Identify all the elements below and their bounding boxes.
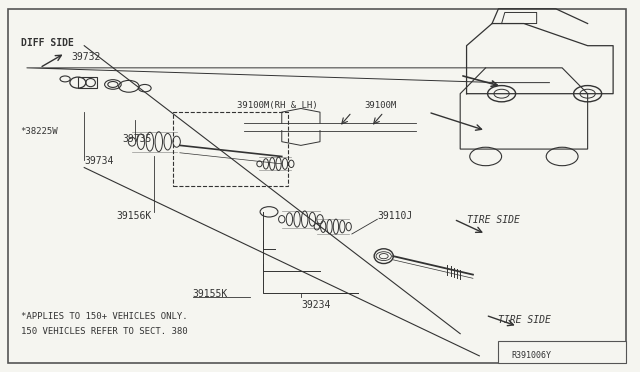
- Text: 39155K: 39155K: [193, 289, 228, 299]
- Bar: [499, 341, 626, 363]
- Bar: [173, 112, 288, 186]
- Text: 39110J: 39110J: [378, 211, 413, 221]
- Text: TIRE SIDE: TIRE SIDE: [467, 215, 520, 225]
- Text: 39732: 39732: [72, 52, 101, 62]
- Text: *APPLIES TO 150+ VEHICLES ONLY.: *APPLIES TO 150+ VEHICLES ONLY.: [20, 312, 187, 321]
- Text: 39234: 39234: [301, 300, 330, 310]
- Text: TIRE SIDE: TIRE SIDE: [499, 315, 551, 325]
- Text: *38225W: *38225W: [20, 127, 58, 136]
- Text: DIFF SIDE: DIFF SIDE: [20, 38, 74, 48]
- Text: 39734: 39734: [84, 156, 114, 166]
- Text: 150 VEHICLES REFER TO SECT. 380: 150 VEHICLES REFER TO SECT. 380: [20, 327, 187, 336]
- Text: 39100M(RH & LH): 39100M(RH & LH): [237, 102, 318, 110]
- Text: 39156K: 39156K: [116, 211, 151, 221]
- Text: 39100M: 39100M: [365, 102, 397, 110]
- Text: 39735: 39735: [122, 134, 152, 144]
- Text: R391006Y: R391006Y: [511, 351, 551, 360]
- Bar: [78, 77, 97, 88]
